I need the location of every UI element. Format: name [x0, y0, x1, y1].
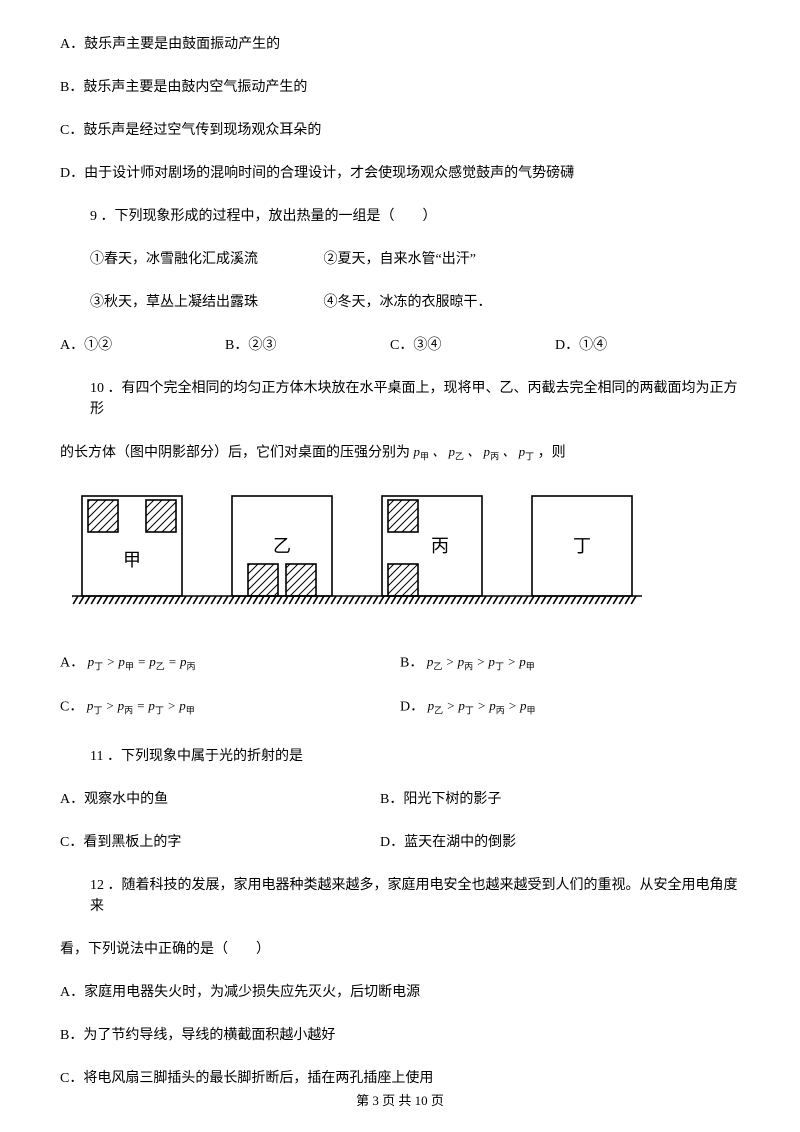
q10-stem-a: 10 ．有四个完全相同的均匀正方体木块放在水平桌面上，现将甲、乙、丙截去完全相同… [60, 378, 740, 420]
q10-option-d: D． p乙 > p丁 > p丙 > p甲 [400, 696, 536, 718]
q10-stem-b1: 的长方体（图中阴影部分）后，它们对桌面的压强分别为 [60, 445, 410, 460]
svg-text:丁: 丁 [573, 536, 591, 556]
q9-options: A．①② B．②③ C．③④ D．①④ [60, 335, 740, 356]
q10-option-c: C． p丁 > p丙 = p丁 > p甲 [60, 696, 400, 718]
carryover-option-a: A．鼓乐声主要是由鼓面振动产生的 [60, 34, 740, 55]
svg-text:丙: 丙 [431, 536, 449, 556]
q10-option-a: A． p丁 > p甲 = p乙 = p丙 [60, 652, 400, 674]
carryover-option-b: B．鼓乐声主要是由鼓内空气振动产生的 [60, 77, 740, 98]
q9-option-c: C．③④ [390, 335, 555, 356]
q12-stem-b: 看，下列说法中正确的是（ ） [60, 939, 740, 960]
q12-option-b: B．为了节约导线，导线的横截面积越小越好 [60, 1025, 740, 1046]
q10-optC-formula: p丁 > p丙 = p丁 > p甲 [87, 696, 195, 718]
q12-option-c: C．将电风扇三脚插头的最长脚折断后，插在两孔插座上使用 [60, 1068, 740, 1089]
q10-optD-formula: p乙 > p丁 > p丙 > p甲 [428, 696, 536, 718]
q9-sub1b: ②夏天，自来水管“出汗” [324, 252, 476, 267]
q10-optB-formula: p乙 > p丙 > p丁 > p甲 [427, 652, 535, 674]
q10-optB-label: B． [400, 655, 423, 670]
q9-stem: 9 ．下列现象形成的过程中，放出热量的一组是（ ） [60, 206, 740, 227]
q12-option-a: A．家庭用电器失火时，为减少损失应先灭火，后切断电源 [60, 982, 740, 1003]
q9-sub1: ①春天，冰雪融化汇成溪流 ②夏天，自来水管“出汗” [60, 249, 740, 270]
q10-stem-b: 的长方体（图中阴影部分）后，它们对桌面的压强分别为 p甲 、 p乙 、 p丙 、… [60, 442, 740, 464]
q10-option-b: B． p乙 > p丙 > p丁 > p甲 [400, 652, 535, 674]
carryover-option-d: D．由于设计师对剧场的混响时间的合理设计，才会使现场观众感觉鼓声的气势磅礴 [60, 163, 740, 184]
q9-sub2b: ④冬天，冰冻的衣服晾干． [324, 295, 492, 310]
q11-options-row1: A．观察水中的鱼 B．阳光下树的影子 [60, 789, 740, 810]
q10-optA-formula: p丁 > p甲 = p乙 = p丙 [88, 652, 196, 674]
q10-figure: 甲乙丙丁 [72, 486, 740, 626]
q12-stem-a: 12 ．随着科技的发展，家用电器种类越来越多，家庭用电安全也越来越受到人们的重视… [60, 875, 740, 917]
q10-optD-label: D． [400, 699, 424, 714]
page-footer: 第 3 页 共 10 页 [0, 1091, 800, 1111]
q10-optC-label: C． [60, 699, 83, 714]
q11-option-a: A．观察水中的鱼 [60, 789, 380, 810]
q9-sub1a: ①春天，冰雪融化汇成溪流 [90, 249, 320, 270]
q9-sub2: ③秋天，草丛上凝结出露珠 ④冬天，冰冻的衣服晾干． [60, 292, 740, 313]
q9-option-d: D．①④ [555, 335, 720, 356]
q9-sub2a: ③秋天，草丛上凝结出露珠 [90, 292, 320, 313]
carryover-option-c: C．鼓乐声是经过空气传到现场观众耳朵的 [60, 120, 740, 141]
q11-options-row2: C．看到黑板上的字 D．蓝天在湖中的倒影 [60, 832, 740, 853]
q9-option-a: A．①② [60, 335, 225, 356]
q11-stem: 11 ．下列现象中属于光的折射的是 [60, 746, 740, 767]
q9-option-b: B．②③ [225, 335, 390, 356]
svg-text:乙: 乙 [273, 536, 291, 556]
q10-stem-b2: ，则 [538, 445, 566, 460]
svg-text:甲: 甲 [123, 550, 141, 570]
q11-option-b: B．阳光下树的影子 [380, 789, 700, 810]
q11-option-c: C．看到黑板上的字 [60, 832, 380, 853]
q11-option-d: D．蓝天在湖中的倒影 [380, 832, 700, 853]
q10-options-row1: A． p丁 > p甲 = p乙 = p丙 B． p乙 > p丙 > p丁 > p… [60, 652, 740, 674]
q10-inline-pressures: p甲 、 p乙 、 p丙 、 p丁 [414, 442, 535, 464]
q10-options-row2: C． p丁 > p丙 = p丁 > p甲 D． p乙 > p丁 > p丙 > p… [60, 696, 740, 718]
q10-optA-label: A． [60, 655, 84, 670]
